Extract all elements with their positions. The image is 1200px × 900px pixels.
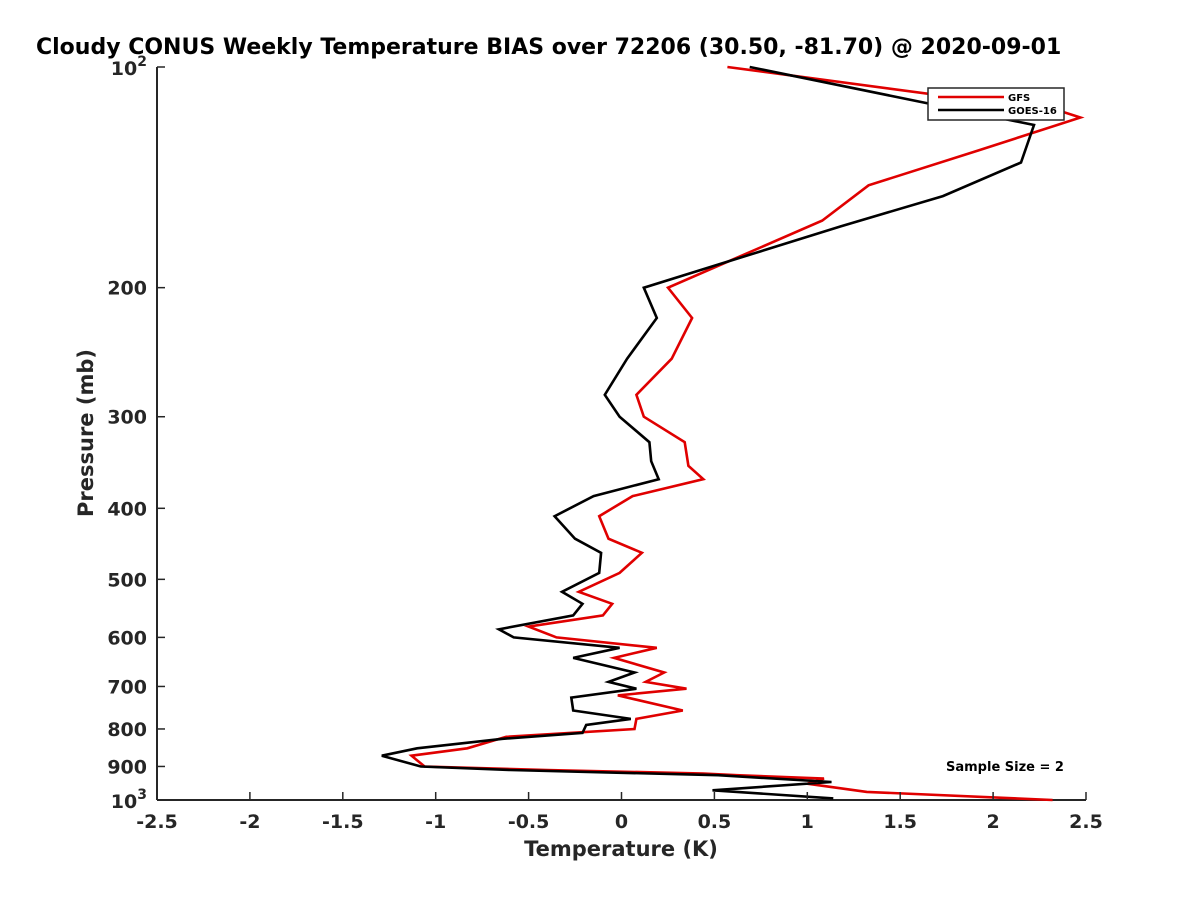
sample-size-annotation: Sample Size = 2: [946, 760, 1064, 775]
x-tick-label: 1: [801, 811, 814, 833]
x-tick-label: 0.5: [698, 811, 732, 833]
y-tick-label: 400: [107, 498, 147, 520]
y-tick-label: 300: [107, 407, 147, 429]
x-axis-label: Temperature (K): [524, 837, 718, 861]
x-tick-label: -2: [239, 811, 260, 833]
y-tick-label: 600: [107, 627, 147, 649]
y-tick-base: 10: [111, 58, 137, 80]
y-tick-label: 800: [107, 719, 147, 741]
legend-label-gfs: GFS: [1008, 93, 1030, 104]
y-tick-exponent: 3: [137, 787, 147, 803]
y-tick-label: 900: [107, 756, 147, 778]
legend-box: [927, 87, 1065, 121]
y-tick-label: 700: [107, 676, 147, 698]
y-tick-label: 102: [111, 54, 147, 80]
x-tick-label: 2.5: [1069, 811, 1103, 833]
x-tick-label: -0.5: [508, 811, 550, 833]
x-tick-label: -1: [425, 811, 446, 833]
series-layer: [381, 65, 1085, 802]
x-tick-label: -2.5: [136, 811, 178, 833]
x-axis-ticks: -2.5 -2 -1.5 -1 -0.5 0 0.5 1 1.5 2 2.5: [136, 792, 1103, 833]
x-tick-label: 0: [615, 811, 628, 833]
x-tick-label: -1.5: [322, 811, 364, 833]
y-tick-label: 500: [107, 569, 147, 591]
chart-title: Cloudy CONUS Weekly Temperature BIAS ove…: [36, 35, 1061, 60]
legend: GFS GOES-16: [927, 87, 1065, 121]
y-axis-label: Pressure (mb): [74, 349, 98, 517]
y-tick-exponent: 2: [137, 54, 147, 70]
series-line-goes16: [381, 65, 1036, 800]
series-line-gfs: [408, 65, 1085, 802]
x-tick-label: 1.5: [883, 811, 917, 833]
legend-label-goes16: GOES-16: [1008, 106, 1057, 117]
y-tick-label: 200: [107, 278, 147, 300]
x-tick-label: 2: [986, 811, 999, 833]
y-tick-base: 10: [111, 791, 137, 813]
y-tick-label: 103: [111, 787, 147, 813]
